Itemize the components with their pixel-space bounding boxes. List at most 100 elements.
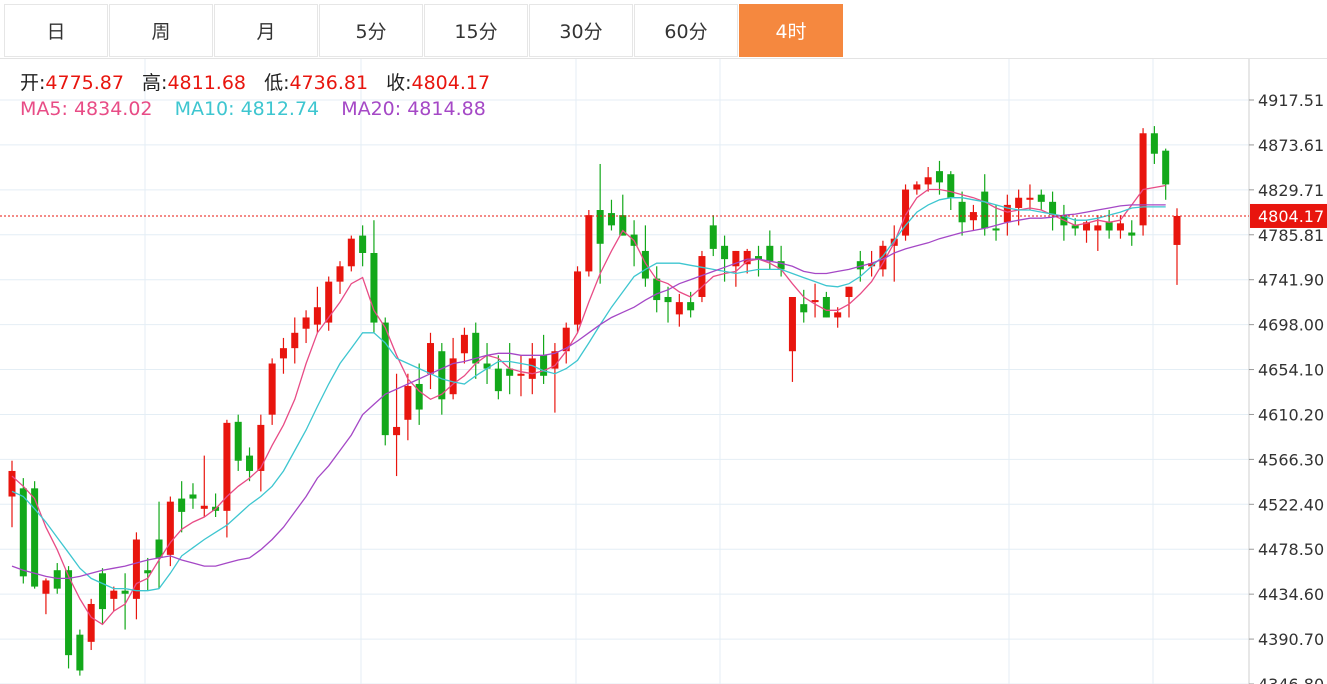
candle-body	[426, 343, 435, 374]
candle	[87, 598, 95, 651]
ma10-value: 4812.74	[240, 98, 320, 120]
candle-body	[234, 421, 242, 461]
candle-body	[811, 300, 819, 303]
candle-body	[246, 455, 254, 471]
candle-body	[754, 256, 763, 260]
candle-body	[483, 363, 491, 369]
candle-body	[687, 302, 695, 311]
candle	[166, 496, 174, 567]
candle	[200, 455, 208, 517]
candle	[144, 557, 152, 591]
candle-body	[178, 498, 186, 512]
candle	[246, 447, 254, 482]
candle	[1083, 220, 1091, 243]
candle	[268, 358, 276, 425]
candle-body	[902, 189, 910, 236]
candle-body	[1071, 225, 1079, 229]
candle	[8, 460, 16, 528]
candle	[528, 343, 536, 395]
candle	[777, 245, 785, 277]
candle-body	[607, 213, 615, 226]
candle	[947, 171, 955, 211]
tab-week[interactable]: 周	[109, 4, 213, 57]
candle-body	[879, 245, 887, 270]
moving-average-lines	[11, 184, 1166, 626]
candle-body	[1173, 215, 1181, 245]
ma20-line	[11, 204, 1166, 580]
candle-body	[381, 322, 389, 436]
current-price-badge	[1250, 203, 1327, 228]
candle-body	[947, 174, 955, 198]
candle-body	[935, 171, 943, 183]
candle	[607, 199, 615, 231]
candle	[675, 293, 683, 327]
candle	[257, 414, 265, 492]
candle-body	[845, 286, 853, 297]
candle	[460, 327, 468, 364]
candle	[641, 225, 649, 287]
candle-body	[1116, 223, 1124, 231]
candle	[347, 235, 355, 272]
tab-month[interactable]: 月	[214, 4, 318, 57]
candle-body	[53, 570, 61, 589]
candle-body	[641, 250, 649, 279]
price-axis: 4917.51 4873.61 4829.71 4785.81 4741.90 4698.…	[1248, 59, 1324, 684]
candle-body	[517, 373, 525, 376]
axis-tick-label: 4390.70	[1258, 630, 1324, 649]
tab-5min[interactable]: 5分	[319, 4, 423, 57]
tab-30min[interactable]: 30分	[529, 4, 633, 57]
candle	[845, 286, 853, 318]
candle	[472, 322, 480, 379]
candle-body	[291, 332, 299, 349]
candle	[1150, 126, 1158, 164]
candle-body	[132, 539, 140, 599]
candle	[562, 322, 570, 364]
candle-body	[42, 580, 50, 594]
candle	[76, 629, 84, 676]
tab-15min[interactable]: 15分	[424, 4, 528, 57]
tab-day[interactable]: 日	[4, 4, 108, 57]
candle	[574, 266, 582, 333]
candle	[110, 586, 118, 612]
tab-bar-divider	[0, 58, 1327, 59]
candle	[732, 250, 740, 287]
candle-body	[268, 363, 276, 415]
candle	[540, 334, 548, 384]
candle-body	[777, 261, 785, 270]
ma10-legend: MA10: 4812.74	[175, 98, 320, 120]
tab-4hour[interactable]: 4时	[739, 4, 843, 57]
candle-body	[1128, 232, 1136, 236]
candle	[653, 266, 661, 313]
tab-60min[interactable]: 60分	[634, 4, 738, 57]
period-tab-bar: 日 周 月 5分 15分 30分 60分 4时	[4, 4, 844, 57]
candle-body	[313, 307, 321, 325]
close-value: 4804.17	[411, 72, 491, 94]
candle-body	[257, 424, 265, 471]
candle-body	[393, 426, 401, 436]
candle-body	[675, 302, 683, 315]
candle-body	[1150, 133, 1158, 154]
candle-body	[110, 590, 118, 599]
ohlc-row: 开:4775.87 高:4811.68 低:4736.81 收:4804.17	[20, 70, 502, 96]
candle	[223, 419, 231, 538]
candle-body	[1094, 225, 1102, 231]
axis-tick-label: 4478.50	[1258, 540, 1324, 559]
low-label: 低:	[264, 72, 290, 94]
candle-body	[472, 332, 480, 364]
candle	[178, 481, 186, 533]
candle	[958, 191, 966, 236]
candle-body	[856, 261, 864, 270]
candle-body	[619, 215, 627, 236]
candle-body	[19, 488, 27, 577]
candle	[449, 337, 457, 400]
axis-tick-label: 4785.81	[1258, 226, 1324, 245]
high-value: 4811.68	[167, 72, 247, 94]
high-label: 高:	[142, 72, 168, 94]
candle	[1173, 208, 1181, 285]
candle-body	[144, 570, 152, 574]
candle	[234, 414, 242, 471]
candle	[981, 174, 989, 236]
candle	[494, 355, 502, 400]
candle-body	[302, 317, 310, 329]
